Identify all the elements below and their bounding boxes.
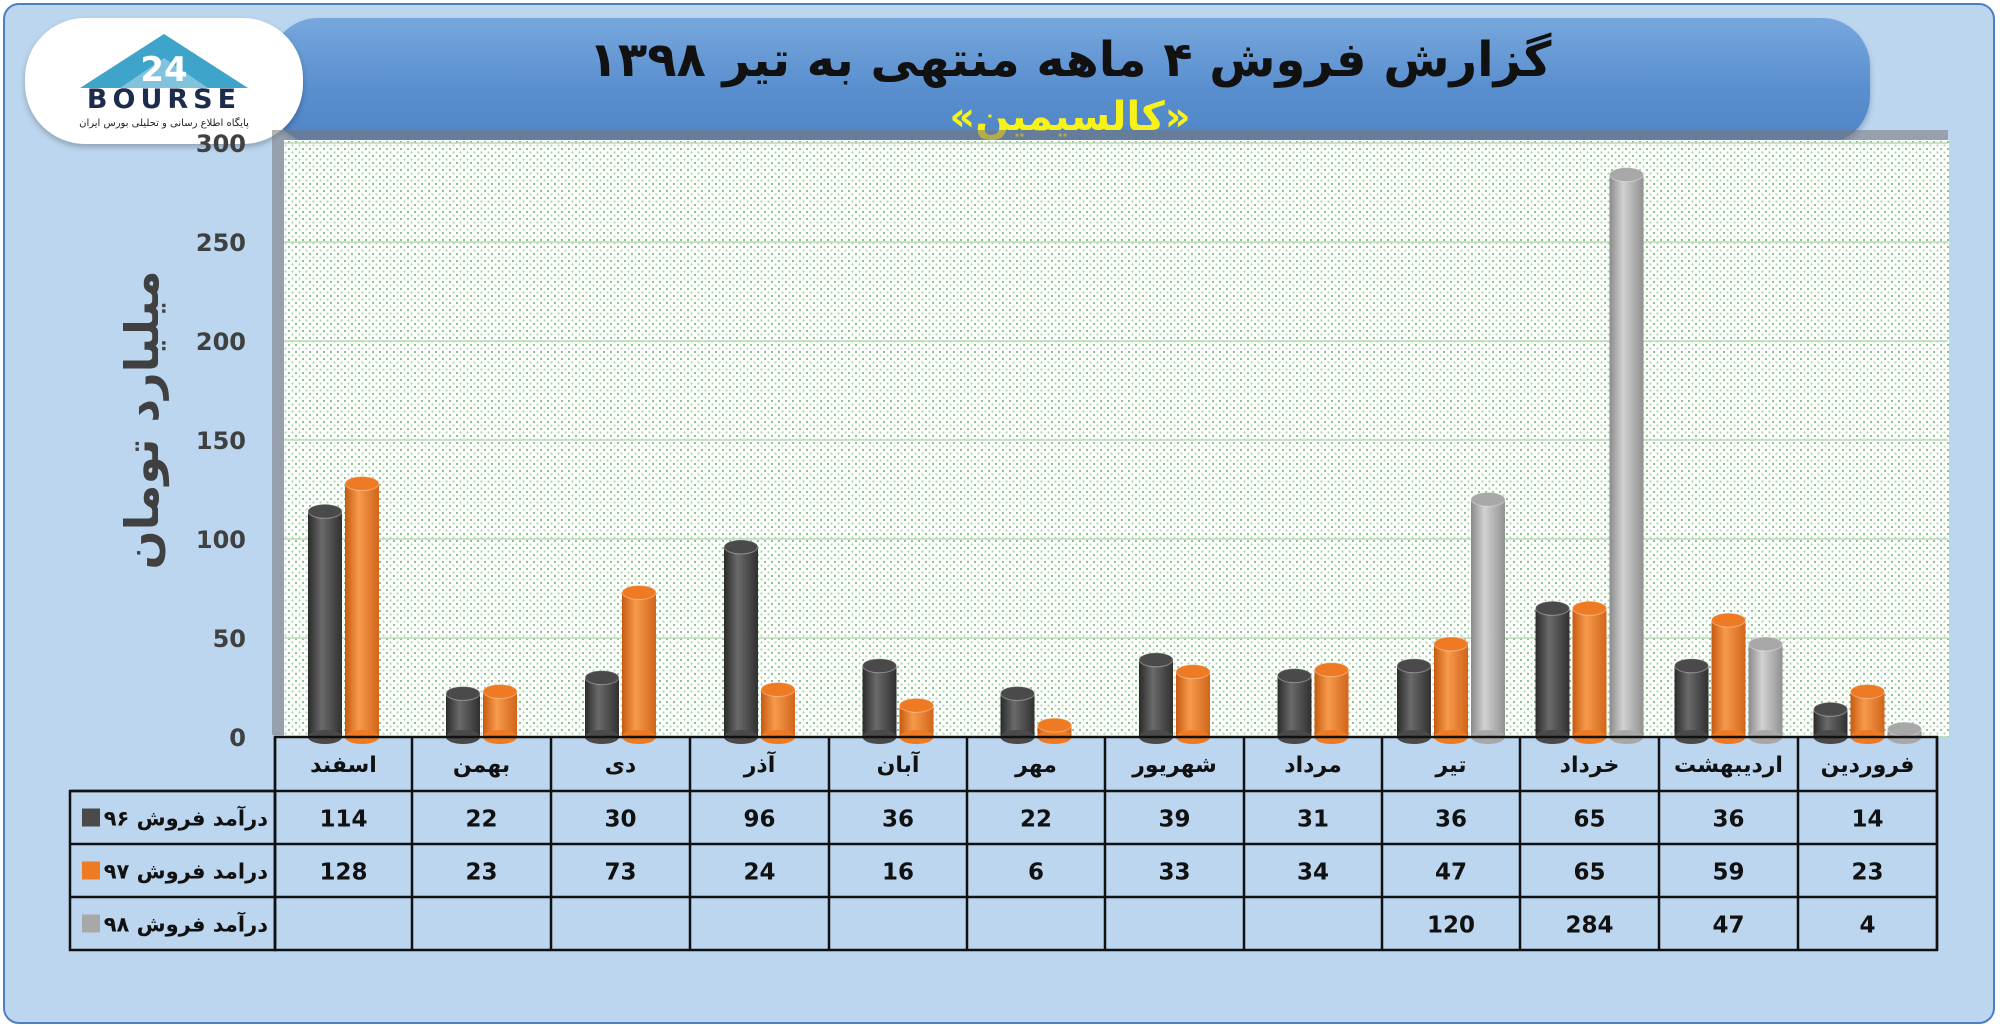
bar [621, 584, 657, 744]
category-label: شهریور [1131, 753, 1217, 778]
table-value: 65 [1573, 860, 1605, 886]
legend-swatch [82, 808, 100, 827]
bar [1433, 636, 1469, 744]
table-value: 24 [743, 860, 775, 886]
logo-tagline: پایگاه اطلاع رسانی و تحلیلی بورس ایران [79, 118, 249, 129]
table-value: 30 [604, 807, 636, 833]
title-banner: گزارش فروش ۴ ماهه منتهی به تیر ۱۳۹۸ «کال… [270, 18, 1870, 144]
bar [1850, 683, 1885, 744]
bar [1175, 664, 1211, 744]
bar [1674, 658, 1709, 744]
y-tick-label: 250 [196, 229, 246, 257]
category-label: آبان [877, 750, 920, 778]
category-label: دی [605, 753, 636, 778]
category-label: خرداد [1560, 753, 1620, 778]
category-label: آذر [743, 750, 776, 778]
table-value: 34 [1297, 860, 1329, 886]
table-value: 114 [319, 807, 367, 833]
table-value: 31 [1297, 807, 1329, 833]
bar [1535, 600, 1570, 744]
bourse24-logo: 24 BOURSE پایگاه اطلاع رسانی و تحلیلی بو… [25, 18, 303, 144]
bar [584, 670, 620, 744]
logo-mark-icon: 24 [80, 34, 248, 90]
legend-label: درآمد فروش ۹۸ [104, 912, 269, 937]
bar [1000, 685, 1035, 744]
chart-title: گزارش فروش ۴ ماهه منتهی به تیر ۱۳۹۸ [588, 32, 1552, 88]
logo-wordmark: BOURSE [86, 84, 242, 115]
table-value: 59 [1712, 860, 1744, 886]
table-value: 73 [604, 860, 636, 886]
bar [1314, 662, 1349, 744]
legend-swatch [82, 914, 100, 933]
category-label: اردیبهشت [1674, 753, 1783, 778]
legend-swatch [82, 861, 100, 880]
table-value: 47 [1435, 860, 1467, 886]
table-value: 33 [1158, 860, 1190, 886]
legend-label: درآمد فروش ۹۶ [104, 806, 269, 831]
category-label: مرداد [1284, 753, 1341, 778]
table-value: 36 [882, 807, 914, 833]
y-tick-label: 50 [213, 625, 246, 653]
bar [1037, 717, 1072, 744]
bar [445, 685, 481, 744]
bar [1572, 600, 1607, 744]
table-value: 14 [1851, 807, 1883, 833]
bar [899, 697, 934, 744]
category-label: مهر [1014, 753, 1057, 778]
y-tick-label: 0 [229, 724, 246, 752]
bar [1470, 491, 1506, 744]
table-value: 16 [882, 860, 914, 886]
y-tick-label: 200 [196, 328, 246, 356]
table-value: 4 [1859, 913, 1875, 939]
table-value: 36 [1435, 807, 1467, 833]
bar [1711, 612, 1746, 744]
legend-label: درامد فروش ۹۷ [104, 860, 269, 884]
table-value: 23 [1851, 860, 1883, 886]
bar [760, 681, 796, 744]
y-tick-label: 300 [196, 130, 246, 158]
bar [862, 658, 897, 744]
bar [1138, 652, 1174, 744]
logo-number: 24 [140, 50, 187, 90]
y-tick-label: 100 [196, 526, 246, 554]
bar [1887, 721, 1922, 744]
category-label: بهمن [453, 753, 510, 778]
table-value: 47 [1712, 913, 1744, 939]
bar [1277, 668, 1312, 744]
table-value: 22 [1020, 807, 1052, 833]
category-label: اسفند [310, 753, 377, 778]
bar [1609, 167, 1644, 744]
bar [482, 683, 518, 744]
table-value: 128 [319, 860, 367, 886]
category-label: تیر [1435, 753, 1467, 778]
table-value: 65 [1573, 807, 1605, 833]
bar [1396, 658, 1432, 744]
table-value: 120 [1427, 913, 1475, 939]
bar [307, 503, 343, 744]
table-value: 23 [465, 860, 497, 886]
table-value: 39 [1158, 807, 1190, 833]
table-value: 284 [1565, 913, 1613, 939]
table-value: 36 [1712, 807, 1744, 833]
y-tick-label: 150 [196, 427, 246, 455]
table-value: 22 [465, 807, 497, 833]
bar [344, 476, 380, 744]
bar [723, 539, 759, 744]
bar [1748, 636, 1783, 744]
table-value: 6 [1028, 860, 1044, 886]
table-value: 96 [743, 807, 775, 833]
category-label: فروردین [1821, 753, 1915, 778]
